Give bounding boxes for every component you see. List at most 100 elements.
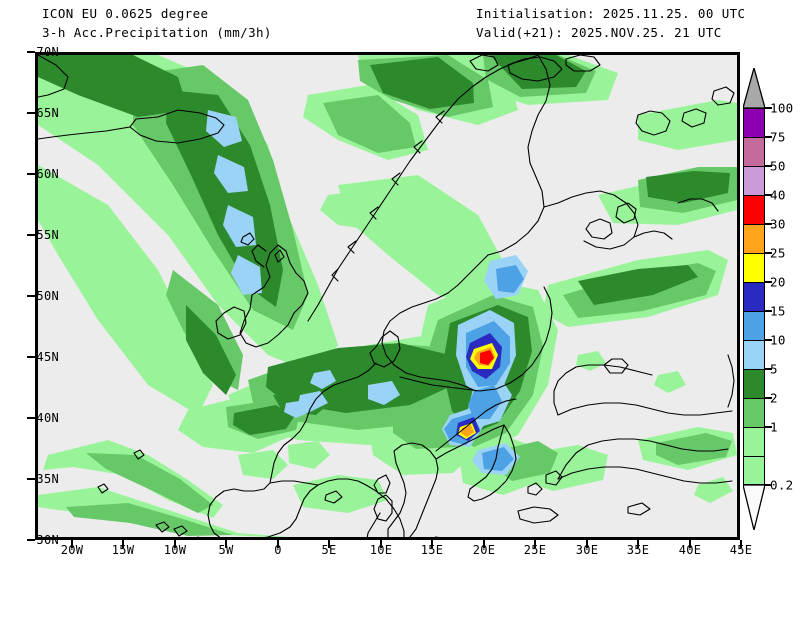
colorbar-tick-label: 1 bbox=[770, 419, 778, 435]
colorbar-tick-mark bbox=[765, 310, 772, 312]
lon-tick-label: 20W bbox=[60, 543, 84, 557]
lat-tick-mark bbox=[27, 417, 35, 419]
lon-tick-mark bbox=[122, 540, 124, 548]
lon-tick-mark bbox=[740, 540, 742, 548]
colorbar-tick-mark bbox=[765, 136, 772, 138]
colorbar-segment[interactable] bbox=[743, 253, 765, 282]
lat-tick-mark bbox=[27, 356, 35, 358]
colorbar-tick-label: 50 bbox=[770, 158, 786, 174]
colorbar-tick-mark bbox=[765, 252, 772, 254]
lat-tick-mark bbox=[27, 234, 35, 236]
colorbar-tick-label: 15 bbox=[770, 303, 786, 319]
colorbar-segment[interactable] bbox=[743, 224, 765, 253]
map-plot-area bbox=[35, 52, 740, 540]
colorbar-tick-mark bbox=[765, 107, 772, 109]
lon-tick-label: 40E bbox=[678, 543, 702, 557]
lon-tick-label: 30E bbox=[575, 543, 599, 557]
colorbar-tick-label: 40 bbox=[770, 187, 786, 203]
lat-tick-label: 50N bbox=[36, 289, 59, 303]
lon-tick-label: 5W bbox=[218, 543, 234, 557]
colorbar-segment[interactable] bbox=[743, 427, 765, 456]
colorbar-tick-mark bbox=[765, 223, 772, 225]
colorbar[interactable] bbox=[743, 108, 765, 485]
map-frame bbox=[35, 52, 740, 540]
lat-tick-label: 55N bbox=[36, 228, 59, 242]
colorbar-tick-label: 2 bbox=[770, 390, 778, 406]
colorbar-segment[interactable] bbox=[743, 340, 765, 369]
colorbar-tick-label: 25 bbox=[770, 245, 786, 261]
colorbar-tick-mark bbox=[765, 397, 772, 399]
lon-tick-mark bbox=[277, 540, 279, 548]
colorbar-tick-label: 10 bbox=[770, 332, 786, 348]
precip-dark-green-layer bbox=[38, 55, 730, 435]
lat-tick-mark bbox=[27, 539, 35, 541]
lon-tick-label: 45E bbox=[729, 543, 753, 557]
colorbar-tick-label: 75 bbox=[770, 129, 786, 145]
lon-tick-label: 35E bbox=[626, 543, 650, 557]
lon-tick-mark bbox=[483, 540, 485, 548]
colorbar-segment[interactable] bbox=[743, 108, 765, 137]
precipitation-field bbox=[38, 55, 737, 537]
colorbar-segment[interactable] bbox=[743, 195, 765, 224]
lon-tick-label: 10E bbox=[369, 543, 393, 557]
lon-tick-label: 20E bbox=[472, 543, 496, 557]
colorbar-tick-label: 5 bbox=[770, 361, 778, 377]
colorbar-segment[interactable] bbox=[743, 137, 765, 166]
map-header: ICON EU 0.0625 degree 3-h Acc.Precipitat… bbox=[0, 0, 800, 46]
colorbar-tick-mark bbox=[765, 368, 772, 370]
lon-tick-mark bbox=[328, 540, 330, 548]
colorbar-tick-label: 100 bbox=[770, 100, 794, 116]
colorbar-segment[interactable] bbox=[743, 282, 765, 311]
colorbar-under-arrow bbox=[743, 485, 765, 530]
coastlines-layer bbox=[38, 55, 735, 537]
lon-tick-mark bbox=[637, 540, 639, 548]
colorbar-over-arrow bbox=[743, 68, 765, 108]
lon-tick-label: 0 bbox=[274, 543, 282, 557]
lat-tick-label: 60N bbox=[36, 167, 59, 181]
lon-tick-label: 5E bbox=[321, 543, 337, 557]
header-right-block: Initialisation: 2025.11.25. 00 UTC Valid… bbox=[476, 4, 745, 42]
lat-tick-mark bbox=[27, 173, 35, 175]
colorbar-tick-mark bbox=[765, 281, 772, 283]
colorbar-tick-mark bbox=[765, 194, 772, 196]
lat-tick-label: 45N bbox=[36, 350, 59, 364]
lat-tick-label: 40N bbox=[36, 411, 59, 425]
precipitation-svg bbox=[38, 55, 737, 537]
model-title: ICON EU 0.0625 degree bbox=[42, 6, 209, 21]
colorbar-segment[interactable] bbox=[743, 311, 765, 340]
colorbar-tick-mark bbox=[765, 426, 772, 428]
variable-title: 3-h Acc.Precipitation (mm/3h) bbox=[42, 25, 272, 40]
lon-tick-mark bbox=[586, 540, 588, 548]
lat-tick-label: 70N bbox=[36, 45, 59, 59]
lon-tick-mark bbox=[174, 540, 176, 548]
colorbar-tick-label: 20 bbox=[770, 274, 786, 290]
header-left-block: ICON EU 0.0625 degree 3-h Acc.Precipitat… bbox=[42, 4, 272, 42]
lon-tick-mark bbox=[71, 540, 73, 548]
lon-tick-label: 15E bbox=[420, 543, 444, 557]
colorbar-tick-mark bbox=[765, 165, 772, 167]
colorbar-segment[interactable] bbox=[743, 369, 765, 398]
lon-tick-mark bbox=[225, 540, 227, 548]
lat-tick-mark bbox=[27, 295, 35, 297]
colorbar-segment[interactable] bbox=[743, 398, 765, 427]
precip-red-layer bbox=[480, 350, 494, 365]
lon-tick-label: 25E bbox=[523, 543, 547, 557]
colorbar-segment[interactable] bbox=[743, 166, 765, 195]
colorbar-tick-mark bbox=[765, 339, 772, 341]
lon-tick-mark bbox=[689, 540, 691, 548]
colorbar-tick-mark bbox=[765, 484, 772, 486]
lat-tick-mark bbox=[27, 112, 35, 114]
lat-tick-label: 35N bbox=[36, 472, 59, 486]
lon-tick-mark bbox=[431, 540, 433, 548]
colorbar-segment[interactable] bbox=[743, 456, 765, 485]
lat-tick-label: 30N bbox=[36, 533, 59, 547]
lat-tick-mark bbox=[27, 51, 35, 53]
lon-tick-mark bbox=[380, 540, 382, 548]
initialisation-time: Initialisation: 2025.11.25. 00 UTC bbox=[476, 6, 746, 21]
valid-time: Valid(+21): 2025.NOV.25. 21 UTC bbox=[476, 25, 722, 40]
colorbar-tick-label: 0.2 bbox=[770, 477, 794, 493]
lon-tick-label: 10W bbox=[163, 543, 187, 557]
lat-tick-label: 65N bbox=[36, 106, 59, 120]
lat-tick-mark bbox=[27, 478, 35, 480]
lon-tick-mark bbox=[534, 540, 536, 548]
